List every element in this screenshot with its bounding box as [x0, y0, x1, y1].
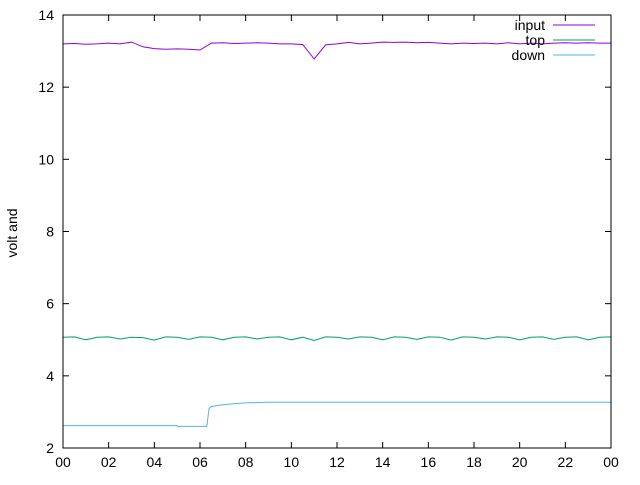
- x-tick-label: 04: [147, 454, 163, 470]
- series-line-top: [62, 336, 612, 342]
- x-tick-label: 06: [192, 454, 208, 470]
- x-tick-label: 12: [329, 454, 345, 470]
- x-tick-label: 18: [466, 454, 482, 470]
- x-tick-label: 20: [512, 454, 528, 470]
- y-axis-label: volt and: [4, 208, 20, 257]
- y-tick-label: 8: [46, 224, 54, 240]
- series-line-input: [62, 41, 611, 60]
- x-tick-label: 16: [421, 454, 437, 470]
- y-tick-label: 12: [38, 79, 54, 95]
- legend-label-top: top: [526, 32, 546, 48]
- legend-label-down: down: [512, 47, 545, 63]
- x-tick-label: 10: [284, 454, 300, 470]
- series-line-down: [63, 401, 611, 427]
- x-tick-label: 02: [101, 454, 117, 470]
- x-tick-label: 00: [603, 454, 619, 470]
- y-tick-label: 10: [38, 151, 54, 167]
- y-tick-label: 2: [46, 440, 54, 456]
- y-tick-label: 14: [38, 7, 54, 23]
- x-tick-label: 22: [558, 454, 574, 470]
- x-tick-label: 00: [55, 454, 71, 470]
- x-tick-label: 14: [375, 454, 391, 470]
- x-tick-label: 08: [238, 454, 254, 470]
- y-tick-label: 4: [46, 368, 54, 384]
- plot-border: [62, 14, 612, 449]
- y-tick-label: 6: [46, 296, 54, 312]
- legend-label-input: input: [515, 17, 545, 33]
